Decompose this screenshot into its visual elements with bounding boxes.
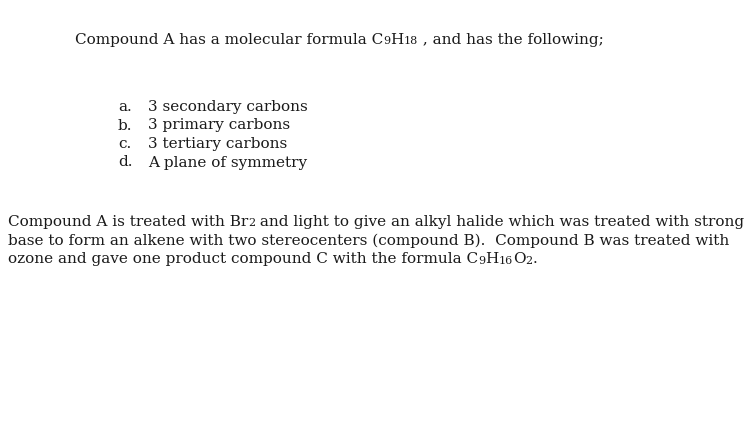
Text: 18: 18 — [404, 36, 418, 46]
Text: 16: 16 — [498, 255, 513, 265]
Text: Compound A has a molecular formula C: Compound A has a molecular formula C — [75, 33, 383, 47]
Text: 3 tertiary carbons: 3 tertiary carbons — [148, 137, 288, 151]
Text: H: H — [485, 251, 498, 265]
Text: ozone and gave one product compound C with the formula C: ozone and gave one product compound C wi… — [8, 251, 478, 265]
Text: 3 primary carbons: 3 primary carbons — [148, 118, 290, 132]
Text: 9: 9 — [383, 36, 390, 46]
Text: 3 secondary carbons: 3 secondary carbons — [148, 100, 308, 114]
Text: A plane of symmetry: A plane of symmetry — [148, 155, 307, 169]
Text: 9: 9 — [478, 255, 485, 265]
Text: 2: 2 — [248, 218, 256, 228]
Text: H: H — [390, 33, 404, 47]
Text: d.: d. — [118, 155, 133, 169]
Text: Compound A is treated with Br: Compound A is treated with Br — [8, 214, 248, 228]
Text: , and has the following;: , and has the following; — [418, 33, 603, 47]
Text: O: O — [513, 251, 525, 265]
Text: and light to give an alkyl halide which was treated with strong: and light to give an alkyl halide which … — [256, 214, 744, 228]
Text: b.: b. — [118, 118, 133, 132]
Text: a.: a. — [118, 100, 132, 114]
Text: 2: 2 — [525, 255, 533, 265]
Text: base to form an alkene with two stereocenters (compound B).  Compound B was trea: base to form an alkene with two stereoce… — [8, 233, 729, 247]
Text: c.: c. — [118, 137, 131, 151]
Text: .: . — [533, 251, 537, 265]
